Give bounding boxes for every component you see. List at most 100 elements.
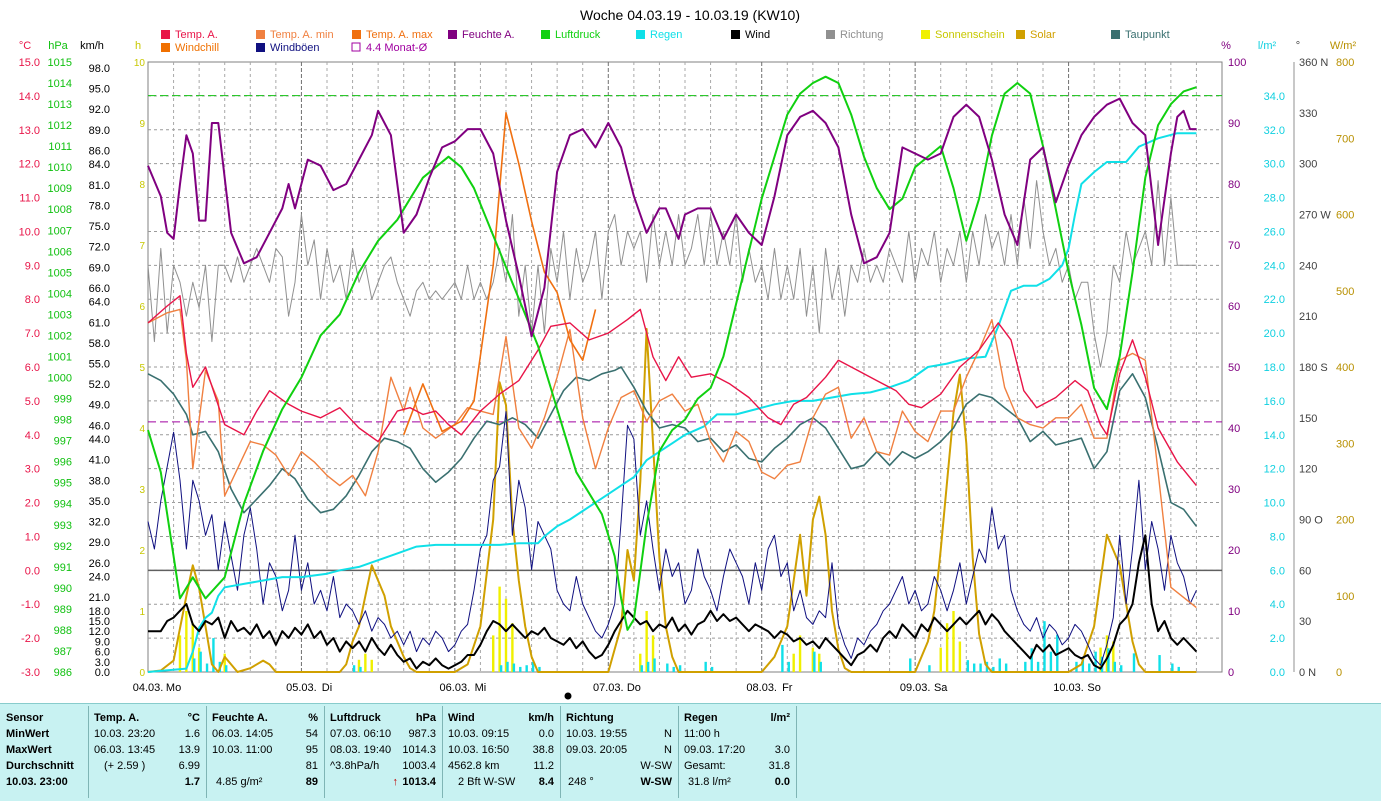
- humidity-absolute: 4.85 g/m²: [216, 776, 263, 788]
- rain-bar: [1177, 666, 1180, 672]
- pressure-axis-tick: 1014: [48, 78, 72, 90]
- sun-bar: [939, 647, 942, 672]
- wind-axis-tick: 49.0: [89, 400, 110, 412]
- solar-axis-tick: 200: [1336, 515, 1354, 527]
- rain-bar: [819, 661, 822, 672]
- direction-axis-tick: 150: [1299, 413, 1317, 425]
- solar-axis-tick: 800: [1336, 57, 1354, 69]
- humidity-axis-tick: 20: [1228, 545, 1240, 557]
- wind-axis-tick: 3.0: [95, 657, 110, 669]
- legend-label: Regen: [650, 29, 682, 41]
- wind-axis-tick: 26.0: [89, 558, 110, 570]
- direction-axis-tick: 90 O: [1299, 515, 1323, 527]
- sun-axis-tick: 1: [139, 607, 145, 618]
- humidity-axis-tick: 100: [1228, 57, 1246, 69]
- wind-axis-unit: km/h: [80, 40, 104, 52]
- temp-axis-tick: 0.0: [25, 565, 40, 577]
- sensor-header: Sensor: [6, 712, 44, 724]
- legend-swatch: [161, 30, 170, 39]
- avg-label: Durchschnitt: [6, 760, 74, 772]
- sun-axis-tick: 7: [139, 241, 145, 252]
- solar-axis-tick: 300: [1336, 438, 1354, 450]
- pressure-axis-unit: hPa: [48, 40, 68, 52]
- rain-bar: [640, 665, 643, 672]
- rain-title: Regen: [684, 712, 718, 724]
- wind-axis-tick: 89.0: [89, 125, 110, 137]
- series-temp-a-min: [147, 308, 1197, 609]
- humidity-axis-unit: %: [1221, 40, 1231, 52]
- pressure-max-value: 1014.3: [402, 744, 436, 756]
- legend-label: Taupunkt: [1125, 29, 1170, 41]
- rain-max-time: 09.03. 17:20: [684, 744, 746, 756]
- temp-title: Temp. A.: [94, 712, 140, 724]
- sun-bar: [651, 635, 655, 672]
- humidity-axis-tick: 50: [1228, 362, 1240, 374]
- pressure-axis-tick: 999: [54, 394, 72, 406]
- humidity-axis-tick: 90: [1228, 118, 1240, 130]
- pressure-axis-tick: 1009: [48, 183, 72, 195]
- rain-bar: [225, 665, 228, 672]
- solar-axis-tick: 500: [1336, 286, 1354, 298]
- x-axis-tick: 04.03.: [133, 682, 164, 694]
- x-axis-tick: Mo: [166, 682, 181, 694]
- pressure-axis-tick: 1000: [48, 373, 72, 385]
- wind-axis-tick: 32.0: [89, 517, 110, 529]
- sun-axis-tick: 6: [139, 302, 145, 313]
- wind-axis-tick: 44.0: [89, 434, 110, 446]
- x-axis-tick: So: [1087, 682, 1100, 694]
- sun-bar: [492, 635, 495, 672]
- temp-column: Temp. A. °C 10.03. 23:20 1.6 06.03. 13:45 1…: [88, 706, 207, 798]
- rain-axis-tick: 6.0: [1270, 565, 1285, 577]
- x-axis-tick: Do: [627, 682, 641, 694]
- rain-bar: [1049, 651, 1053, 672]
- wind-axis-tick: 61.0: [89, 317, 110, 329]
- pressure-min-value: 987.3: [408, 728, 436, 740]
- rain-bar: [525, 665, 528, 672]
- rain-axis-unit: l/m²: [1258, 40, 1277, 52]
- temp-avg-note: (+ 2.59 ): [104, 760, 146, 772]
- rain-axis-tick: 2.0: [1270, 633, 1285, 645]
- rain-axis-tick: 12.0: [1264, 464, 1285, 476]
- wind-axis-tick: 84.0: [89, 159, 110, 171]
- wind-axis-tick: 64.0: [89, 297, 110, 309]
- sun-axis-tick: 5: [139, 363, 145, 374]
- rain-bar: [653, 658, 656, 672]
- humidity-axis-tick: 70: [1228, 240, 1240, 252]
- pressure-axis-tick: 1006: [48, 246, 72, 258]
- pressure-axis-tick: 990: [54, 583, 72, 595]
- temp-axis-tick: 15.0: [19, 57, 40, 69]
- wind-axis-tick: 35.0: [89, 496, 110, 508]
- sun-axis-tick: 9: [139, 119, 145, 130]
- rain-bar: [781, 644, 784, 672]
- legend-swatch: [351, 42, 361, 52]
- wind-axis-tick: 72.0: [89, 242, 110, 254]
- wind-axis-tick: 52.0: [89, 379, 110, 391]
- wind-axis-tick: 18.0: [89, 606, 110, 618]
- pressure-min-time: 07.03. 06:10: [330, 728, 392, 740]
- wind-beaufort: 2 Bft W-SW: [458, 776, 516, 788]
- humidity-current-value: 89: [305, 776, 318, 788]
- series-regen: [147, 132, 1197, 673]
- wind-distance: 4562.8 km: [448, 760, 500, 772]
- direction-axis-tick: 210: [1299, 311, 1317, 323]
- rain-bar: [1088, 663, 1091, 672]
- humidity-column: Feuchte A.% 06.03. 14:05 54 10.03. 11:00 9…: [206, 706, 325, 798]
- rain-axis-tick: 18.0: [1264, 362, 1285, 374]
- x-axis-tick: 05.03.: [286, 682, 317, 694]
- temp-axis-tick: -3.0: [21, 667, 40, 679]
- humidity-axis-tick: 0: [1228, 667, 1234, 679]
- sun-axis-tick: 2: [139, 546, 145, 557]
- temp-axis-tick: 3.0: [25, 464, 40, 476]
- rain-axis-tick: 30.0: [1264, 159, 1285, 171]
- rain-bar: [1094, 651, 1097, 672]
- direction-max-time: 09.03. 20:05: [566, 744, 628, 756]
- direction-min-time: 10.03. 19:55: [566, 728, 628, 740]
- rain-bar: [359, 666, 362, 672]
- wind-unit: km/h: [528, 712, 554, 724]
- rain-column: Regen l/m² 11:00 h 09.03. 17:20 3.0 Gesamt…: [678, 706, 797, 798]
- pressure-current-value: 1013.4: [402, 776, 436, 788]
- rain-bar: [787, 661, 790, 672]
- current-time-label: 10.03. 23:00: [6, 776, 68, 788]
- legend-label: Temp. A. min: [270, 29, 334, 41]
- rain-axis-tick: 22.0: [1264, 294, 1285, 306]
